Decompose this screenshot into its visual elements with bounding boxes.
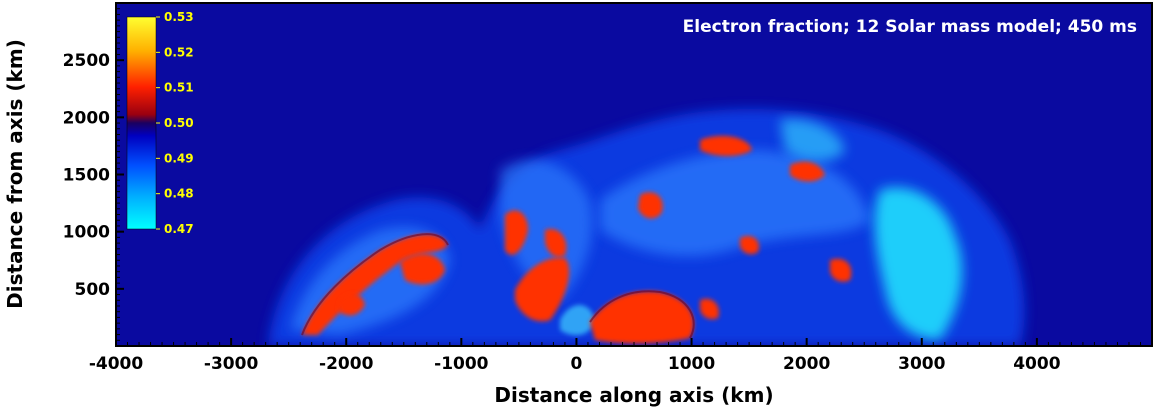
colorbar: 0.53 0.52 0.51 0.50 0.49 0.48 0.47 bbox=[126, 10, 194, 236]
x-tick-label: -4000 bbox=[89, 354, 144, 374]
electron-fraction-field bbox=[268, 109, 1025, 346]
colorbar-label: 0.47 bbox=[164, 222, 194, 236]
x-tick-label: 0 bbox=[571, 354, 583, 374]
colorbar-labels: 0.53 0.52 0.51 0.50 0.49 0.48 0.47 bbox=[156, 10, 194, 236]
y-tick-labels: 500 1000 1500 2000 2500 bbox=[63, 51, 110, 300]
x-tick-label: 3000 bbox=[898, 354, 945, 374]
x-axis-title: Distance along axis (km) bbox=[494, 383, 773, 407]
y-axis-title: Distance from axis (km) bbox=[3, 39, 27, 309]
y-tick-label: 2000 bbox=[63, 108, 110, 128]
x-tick-label: -1000 bbox=[434, 354, 489, 374]
y-tick-label: 1500 bbox=[63, 166, 110, 186]
colorbar-label: 0.51 bbox=[164, 81, 194, 95]
colorbar-gradient bbox=[126, 16, 157, 230]
x-tick-label: 1000 bbox=[668, 354, 715, 374]
major-ticks bbox=[115, 59, 1038, 346]
colorbar-label: 0.53 bbox=[164, 10, 194, 24]
x-tick-label: 4000 bbox=[1013, 354, 1060, 374]
x-tick-label: -2000 bbox=[319, 354, 374, 374]
colorbar-label: 0.49 bbox=[164, 151, 194, 165]
plot-title: Electron fraction; 12 Solar mass model; … bbox=[683, 17, 1137, 37]
x-tick-label: 2000 bbox=[783, 354, 830, 374]
colorbar-label: 0.50 bbox=[164, 116, 194, 130]
colorbar-label: 0.52 bbox=[164, 45, 194, 59]
colorbar-label: 0.48 bbox=[164, 187, 194, 201]
x-tick-labels: -4000 -3000 -2000 -1000 0 1000 2000 3000 4000 bbox=[89, 354, 1061, 374]
x-tick-label: -3000 bbox=[204, 354, 259, 374]
y-tick-label: 2500 bbox=[63, 51, 110, 71]
y-tick-label: 500 bbox=[75, 280, 111, 300]
y-tick-label: 1000 bbox=[63, 223, 110, 243]
